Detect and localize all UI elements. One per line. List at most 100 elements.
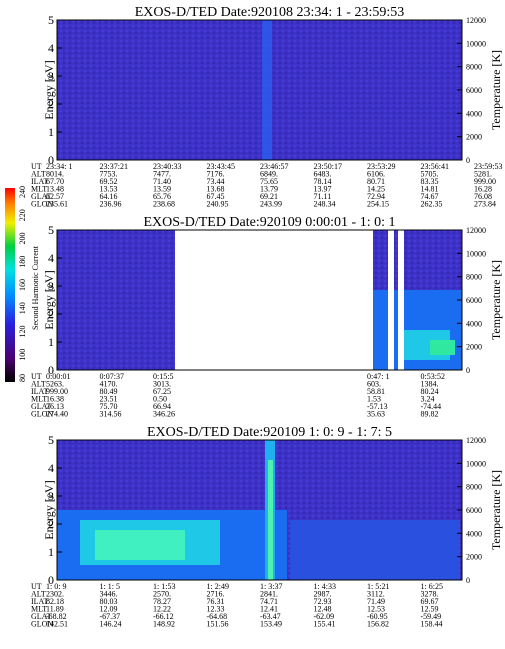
y2-axis-label: Temperature [K] bbox=[489, 260, 503, 340]
row-value: 78.27 bbox=[153, 597, 171, 606]
row-value: -62.09 bbox=[314, 612, 335, 621]
row-value: 5705. bbox=[421, 170, 439, 179]
row-value: 80.24 bbox=[421, 387, 439, 396]
row-value: 146.24 bbox=[100, 620, 122, 629]
row-value: 62.57 bbox=[46, 192, 64, 201]
y2-tick-label: 4000 bbox=[466, 529, 482, 538]
row-value: -68.82 bbox=[46, 612, 67, 621]
row-label: ALT bbox=[31, 590, 46, 599]
spectrogram bbox=[57, 20, 462, 160]
row-value: 155.41 bbox=[314, 620, 336, 629]
y2-tick-label: 2000 bbox=[466, 133, 482, 142]
row-value: 1.53 bbox=[367, 395, 381, 404]
row-value: 603. bbox=[367, 380, 381, 389]
row-label: ILAT bbox=[31, 597, 48, 606]
blob bbox=[290, 520, 460, 580]
row-label: GLON bbox=[31, 410, 53, 419]
row-value: 73.44 bbox=[207, 177, 225, 186]
row-value: 14.81 bbox=[421, 185, 439, 194]
row-value: 83.35 bbox=[421, 177, 439, 186]
y-tick-label: 1 bbox=[48, 335, 54, 349]
row-value: 274.40 bbox=[46, 410, 68, 419]
row-value: 2302. bbox=[46, 590, 64, 599]
row-value: 76.08 bbox=[474, 192, 492, 201]
row-value: 8014. bbox=[46, 170, 64, 179]
row-value: 999.00 bbox=[46, 387, 68, 396]
y2-tick-label: 10000 bbox=[466, 39, 486, 48]
row-value: 23:34: 1 bbox=[46, 162, 72, 171]
colorbar-tick-label: 240 bbox=[18, 186, 27, 198]
row-value: 23.51 bbox=[100, 395, 118, 404]
y2-tick-label: 10000 bbox=[466, 459, 486, 468]
row-value: 346.26 bbox=[153, 410, 175, 419]
row-value: 2570. bbox=[153, 590, 171, 599]
colorbar-label: Second Harmonic Current bbox=[31, 245, 40, 330]
row-value: 69.67 bbox=[421, 597, 439, 606]
row-value: 999.00 bbox=[474, 177, 496, 186]
row-value: 13.97 bbox=[314, 185, 332, 194]
row-value: 71.11 bbox=[314, 192, 332, 201]
row-value: 5263. bbox=[46, 380, 64, 389]
row-label: GLAT bbox=[31, 402, 52, 411]
row-value: 58.81 bbox=[367, 387, 385, 396]
row-value: 12.48 bbox=[314, 605, 332, 614]
row-value: 23:40:33 bbox=[153, 162, 181, 171]
row-value: 23:56:41 bbox=[421, 162, 449, 171]
blob bbox=[430, 340, 455, 355]
row-value: 262.35 bbox=[421, 200, 443, 209]
y2-tick-label: 2000 bbox=[466, 343, 482, 352]
row-value: -63.47 bbox=[260, 612, 281, 621]
row-value: 1: 5:21 bbox=[367, 582, 389, 591]
gap bbox=[398, 230, 404, 370]
y2-tick-label: 6000 bbox=[466, 296, 482, 305]
row-value: 23:50:17 bbox=[314, 162, 342, 171]
colorbar-tick-label: 100 bbox=[18, 349, 27, 361]
row-label: MLT bbox=[31, 605, 47, 614]
y-axis-label: Energy [eV] bbox=[42, 60, 56, 119]
row-value: 1: 0: 9 bbox=[46, 582, 66, 591]
row-value: 75.65 bbox=[260, 177, 278, 186]
row-value: 7477. bbox=[153, 170, 171, 179]
row-value: -59.49 bbox=[421, 612, 442, 621]
y-tick-label: 5 bbox=[48, 13, 54, 27]
row-value: 235.61 bbox=[46, 200, 68, 209]
row-value: 1384. bbox=[421, 380, 439, 389]
row-value: 65.76 bbox=[153, 192, 171, 201]
row-value: 16.38 bbox=[46, 395, 64, 404]
y-tick-label: 2 bbox=[48, 97, 54, 111]
colorbar-tick-label: 80 bbox=[18, 374, 27, 382]
row-value: 64.16 bbox=[100, 192, 118, 201]
y2-tick-label: 8000 bbox=[466, 483, 482, 492]
row-value: 7176. bbox=[207, 170, 225, 179]
row-value: 67.25 bbox=[153, 387, 171, 396]
y-tick-label: 1 bbox=[48, 545, 54, 559]
y2-tick-label: 12000 bbox=[466, 226, 486, 235]
y2-tick-label: 0 bbox=[466, 576, 470, 585]
colorbar-tick-label: 200 bbox=[18, 233, 27, 245]
y-tick-label: 5 bbox=[48, 433, 54, 447]
row-value: 151.56 bbox=[207, 620, 229, 629]
row-label: ILAT bbox=[31, 177, 48, 186]
row-value: -60.95 bbox=[367, 612, 388, 621]
row-label: UT bbox=[31, 372, 42, 381]
row-value: 2716. bbox=[207, 590, 225, 599]
row-label: UT bbox=[31, 162, 42, 171]
row-value: 12.22 bbox=[153, 605, 171, 614]
row-value: 74.71 bbox=[260, 597, 278, 606]
y-axis-label: Energy [eV] bbox=[42, 480, 56, 539]
row-value: -64.68 bbox=[207, 612, 228, 621]
row-value: 13.59 bbox=[153, 185, 171, 194]
row-label: GLAT bbox=[31, 612, 52, 621]
y2-tick-label: 10000 bbox=[466, 249, 486, 258]
row-value: 66.94 bbox=[153, 402, 171, 411]
y2-tick-label: 6000 bbox=[466, 506, 482, 515]
row-value: 142.51 bbox=[46, 620, 68, 629]
row-value: 6483. bbox=[314, 170, 332, 179]
row-value: 23:46:57 bbox=[260, 162, 288, 171]
y-tick-label: 0 bbox=[48, 573, 54, 587]
colorbar-tick-label: 120 bbox=[18, 326, 27, 338]
row-label: GLON bbox=[31, 200, 53, 209]
y2-axis-label: Temperature [K] bbox=[489, 50, 503, 130]
y-tick-label: 3 bbox=[48, 279, 54, 293]
